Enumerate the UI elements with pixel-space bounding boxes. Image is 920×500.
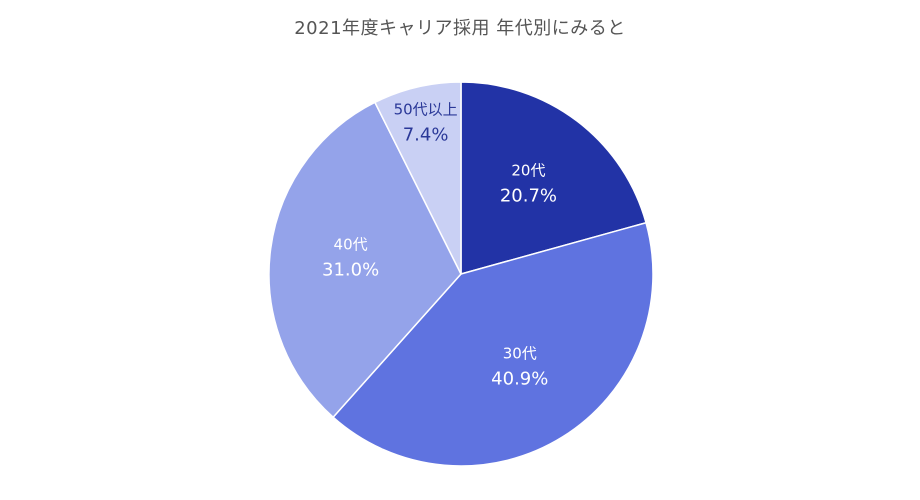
pie-slice-1 — [332, 221, 654, 467]
slice-category-label-3: 50代以上 — [394, 101, 458, 119]
slice-value-label-2: 31.0% — [322, 259, 379, 280]
slice-category-label-0: 20代 — [511, 161, 545, 179]
pie-slice-2 — [268, 101, 462, 419]
slice-category-label-1: 30代 — [503, 345, 537, 363]
slice-value-label-0: 20.7% — [500, 185, 557, 206]
slice-value-label-1: 40.9% — [491, 369, 548, 390]
chart-title: 2021年度キャリア採用 年代別にみると — [294, 18, 626, 39]
slice-value-label-3: 7.4% — [403, 125, 449, 146]
pie-slice-0 — [460, 81, 647, 275]
pie-slice-3 — [373, 81, 462, 275]
slice-category-label-2: 40代 — [334, 235, 368, 253]
